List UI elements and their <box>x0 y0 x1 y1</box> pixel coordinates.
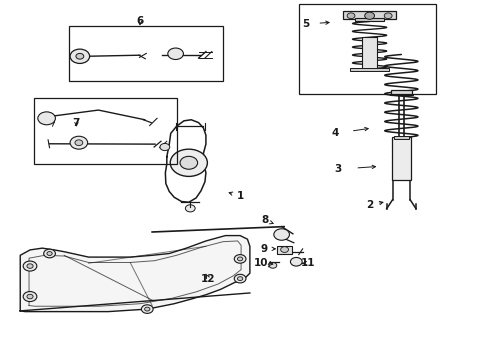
Circle shape <box>347 13 355 19</box>
Circle shape <box>76 53 84 59</box>
Circle shape <box>70 136 88 149</box>
Circle shape <box>38 112 55 125</box>
Circle shape <box>47 252 52 256</box>
Circle shape <box>238 257 243 261</box>
Circle shape <box>27 264 33 268</box>
Circle shape <box>75 140 83 145</box>
Text: 3: 3 <box>334 164 342 174</box>
Circle shape <box>274 229 290 240</box>
Bar <box>394 136 409 139</box>
Text: 4: 4 <box>332 129 339 138</box>
Circle shape <box>291 257 302 266</box>
Text: 1: 1 <box>237 191 244 201</box>
Text: 8: 8 <box>261 215 268 225</box>
Circle shape <box>185 205 195 212</box>
Circle shape <box>180 156 197 169</box>
Bar <box>362 37 377 69</box>
Bar <box>392 137 411 180</box>
Text: 2: 2 <box>366 200 373 210</box>
Circle shape <box>27 294 33 299</box>
Circle shape <box>281 247 289 252</box>
Text: 10: 10 <box>254 258 269 268</box>
Bar <box>277 246 292 253</box>
Circle shape <box>238 277 243 280</box>
Circle shape <box>145 307 150 311</box>
Circle shape <box>44 249 55 258</box>
Text: 5: 5 <box>302 19 310 29</box>
Bar <box>299 4 436 94</box>
Bar <box>343 12 396 19</box>
Bar <box>355 18 384 22</box>
Text: 12: 12 <box>201 274 216 284</box>
Bar <box>69 26 223 81</box>
Bar <box>391 90 412 95</box>
Circle shape <box>269 262 277 268</box>
Text: 7: 7 <box>73 118 80 128</box>
Bar <box>34 98 176 164</box>
Bar <box>350 68 389 71</box>
Circle shape <box>234 255 246 263</box>
Circle shape <box>168 48 183 59</box>
Circle shape <box>142 305 153 314</box>
Circle shape <box>23 261 37 271</box>
Circle shape <box>70 49 90 63</box>
Text: 6: 6 <box>136 17 144 27</box>
Text: 9: 9 <box>261 244 268 254</box>
Circle shape <box>23 292 37 302</box>
Circle shape <box>170 149 207 176</box>
Text: 11: 11 <box>301 258 316 268</box>
Circle shape <box>160 143 170 150</box>
Circle shape <box>384 13 392 19</box>
Circle shape <box>234 274 246 283</box>
Polygon shape <box>20 235 250 312</box>
Circle shape <box>365 12 374 19</box>
